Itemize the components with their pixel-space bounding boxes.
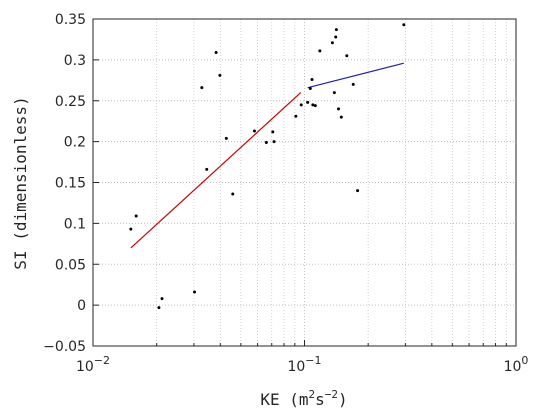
y-tick-label: −0.05 — [43, 339, 86, 355]
data-point — [345, 54, 349, 58]
data-points — [129, 23, 406, 310]
data-point — [252, 129, 256, 133]
data-point — [294, 114, 298, 118]
x-tick-label: 10−2 — [76, 354, 110, 375]
fit-line — [130, 92, 302, 249]
data-point — [311, 103, 315, 107]
fit-line — [307, 62, 404, 89]
data-point — [334, 35, 338, 39]
data-point — [214, 51, 218, 55]
data-point — [310, 77, 314, 81]
data-point — [231, 192, 235, 196]
x-tick-label: 10−1 — [287, 354, 321, 375]
y-tick-label: 0.3 — [64, 53, 86, 69]
data-point — [299, 103, 303, 107]
data-point — [334, 28, 338, 32]
data-point — [224, 136, 228, 140]
y-tick-label: 0.2 — [64, 135, 86, 151]
data-point — [351, 82, 355, 86]
y-tick-label: 0 — [77, 298, 86, 314]
data-point — [332, 91, 336, 95]
data-point — [306, 100, 310, 104]
data-point — [264, 140, 268, 144]
fit-lines — [130, 62, 404, 249]
data-point — [308, 86, 312, 90]
data-point — [318, 49, 322, 53]
data-point — [200, 86, 204, 90]
data-point — [193, 290, 197, 294]
data-point — [129, 227, 133, 231]
data-point — [337, 107, 341, 111]
data-point — [157, 306, 161, 310]
data-point — [272, 140, 276, 144]
x-axis-title: KE (m2s−2) — [260, 388, 347, 409]
ticks — [92, 18, 517, 347]
data-point — [330, 41, 334, 45]
data-point — [134, 214, 138, 218]
y-tick-label: 0.1 — [64, 216, 86, 232]
data-point — [339, 115, 343, 119]
data-point — [402, 23, 406, 27]
data-point — [205, 167, 209, 171]
y-tick-label: 0.25 — [55, 94, 86, 110]
data-point — [356, 189, 360, 193]
data-point — [313, 104, 317, 108]
y-tick-labels: −0.05 0 0.05 0.1 0.15 0.2 0.25 0.3 0.35 — [43, 12, 86, 355]
data-point — [218, 73, 222, 77]
data-point — [160, 297, 164, 301]
y-tick-label: 0.35 — [55, 12, 86, 28]
x-tick-labels: 10−2 10−1 100 — [76, 354, 528, 375]
y-tick-label: 0.05 — [55, 257, 86, 273]
y-axis-title: SI (dimensionless) — [11, 96, 30, 269]
x-tick-label: 100 — [504, 354, 529, 375]
y-tick-label: 0.15 — [55, 176, 86, 192]
data-point — [271, 130, 275, 134]
